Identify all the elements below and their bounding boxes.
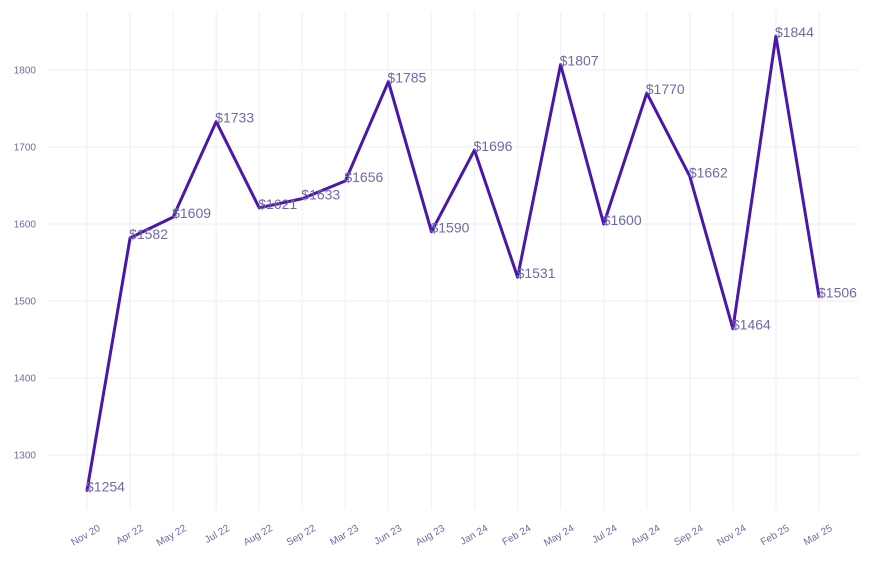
data-label: $1807 [560, 53, 599, 69]
data-label: $1662 [689, 164, 728, 180]
x-tick-label: May 22 [155, 523, 189, 549]
data-label: $1844 [775, 24, 814, 40]
x-tick-label: Feb 24 [501, 523, 534, 548]
data-label: $1600 [603, 212, 642, 228]
x-tick-label: Feb 25 [759, 523, 792, 548]
y-tick-label: 1300 [14, 451, 37, 462]
x-tick-label: Aug 22 [242, 523, 275, 549]
x-tick-label: Mar 23 [328, 523, 361, 548]
y-tick-label: 1400 [14, 374, 37, 385]
x-tick-label: Sep 22 [285, 523, 318, 549]
y-tick-label: 1800 [14, 66, 37, 77]
data-label: $1609 [172, 205, 211, 221]
series-line [85, 34, 821, 492]
y-tick-label: 1700 [14, 143, 37, 154]
data-label: $1733 [215, 110, 254, 126]
x-tick-label: Jul 22 [203, 523, 232, 546]
data-label: $1633 [301, 187, 340, 203]
x-tick-label: Apr 22 [115, 523, 146, 547]
x-tick-label: Mar 25 [802, 523, 835, 548]
data-label: $1254 [86, 478, 125, 494]
x-tick-label: Jan 24 [459, 523, 491, 548]
y-tick-label: 1600 [14, 220, 37, 231]
y-tick-label: 1500 [14, 297, 37, 308]
data-labels: $1254 $1582$1609 $1733 $1621$1633$1656 $1785… [86, 24, 857, 494]
x-tick-label: May 24 [542, 523, 576, 549]
grid-layer [48, 12, 858, 510]
x-tick-label: Jun 23 [372, 523, 404, 548]
y-axis-ticks: 1300 1400 1500 1600 1700 1800 [14, 66, 37, 462]
data-label: $1531 [517, 265, 556, 281]
x-tick-label: Aug 24 [629, 523, 662, 549]
x-tick-label: Sep 24 [672, 523, 705, 549]
x-tick-label: Nov 24 [715, 523, 748, 549]
data-label: $1590 [430, 220, 469, 236]
data-label: $1506 [818, 284, 857, 300]
x-axis-ticks: Nov 20 Apr 22 May 22 Jul 22 Aug 22 Sep 22 Mar … [70, 523, 835, 549]
data-label: $1770 [646, 81, 685, 97]
x-tick-label: Nov 20 [70, 523, 103, 549]
x-tick-label: Jul 24 [591, 523, 620, 546]
data-label: $1621 [258, 196, 297, 212]
data-label: $1582 [129, 226, 168, 242]
data-label: $1464 [732, 317, 771, 333]
x-tick-label: Aug 23 [414, 523, 447, 549]
data-label: $1785 [387, 70, 426, 86]
data-label: $1656 [344, 169, 383, 185]
data-label: $1696 [474, 138, 513, 154]
